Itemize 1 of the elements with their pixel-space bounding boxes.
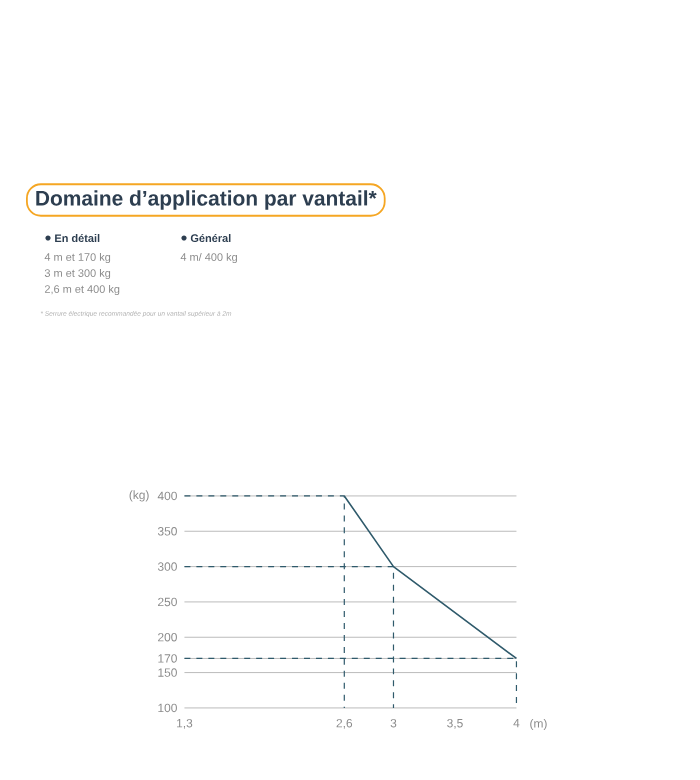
chart-title: Domaine d’application par vantail* xyxy=(36,190,377,210)
